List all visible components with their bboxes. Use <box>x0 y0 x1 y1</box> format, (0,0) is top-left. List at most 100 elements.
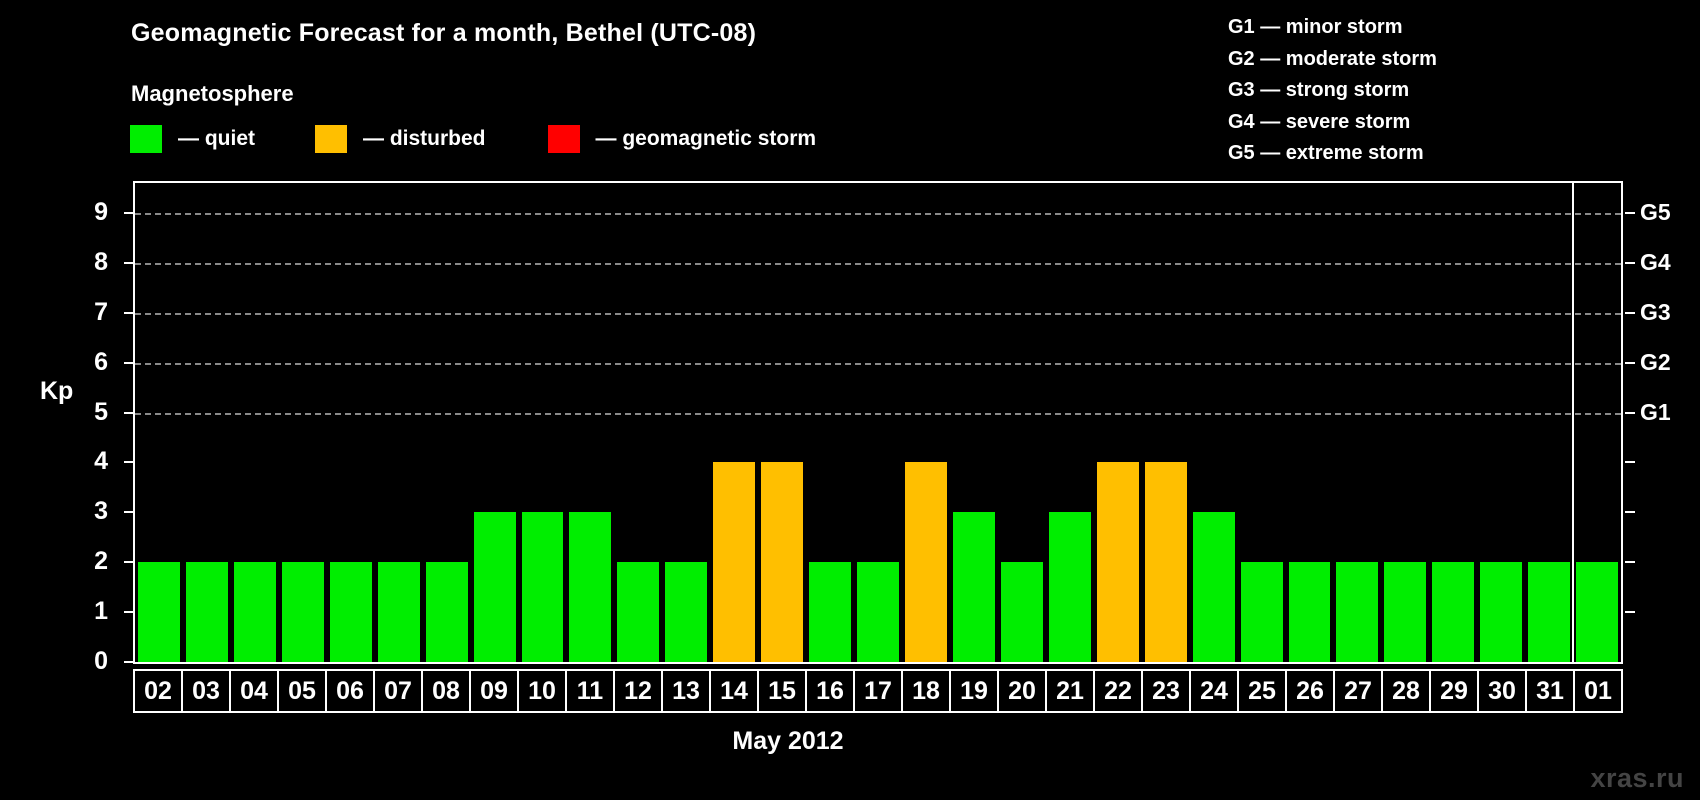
bar-cell <box>1573 183 1621 662</box>
bar-day-23[interactable] <box>1144 462 1187 662</box>
day-label-11[interactable]: 11 <box>565 669 615 713</box>
day-label-15[interactable]: 15 <box>757 669 807 713</box>
day-label-06[interactable]: 06 <box>325 669 375 713</box>
bar-cell <box>854 183 902 662</box>
bar-day-27[interactable] <box>1336 562 1379 662</box>
bar-day-29[interactable] <box>1432 562 1475 662</box>
bar-day-17[interactable] <box>857 562 899 662</box>
day-label-01[interactable]: 01 <box>1573 669 1623 713</box>
bar-day-07[interactable] <box>377 562 420 662</box>
bar-day-28[interactable] <box>1384 562 1427 662</box>
legend: — quiet — disturbed — geomagnetic storm <box>130 124 816 154</box>
bar-cell <box>1190 183 1238 662</box>
plot-panel <box>133 181 1623 664</box>
day-label-12[interactable]: 12 <box>613 669 663 713</box>
bar-cell <box>902 183 950 662</box>
bar-day-02[interactable] <box>138 562 180 662</box>
x-axis-day-labels: 02 03 04 05 06 07 08 09 10 11 12 13 14 15 16 17 18 19 20 21… <box>133 669 1623 713</box>
legend-label-quiet: — quiet <box>178 127 255 150</box>
bar-day-16[interactable] <box>809 562 852 662</box>
month-boundary-line <box>1572 183 1575 662</box>
day-label-04[interactable]: 04 <box>229 669 279 713</box>
bar-cell <box>327 183 375 662</box>
day-label-21[interactable]: 21 <box>1045 669 1095 713</box>
g-tick-mark <box>1625 361 1635 364</box>
bar-day-24[interactable] <box>1192 512 1235 662</box>
day-label-27[interactable]: 27 <box>1333 669 1383 713</box>
x-axis-title-text: May 2012 <box>732 727 844 755</box>
day-label-31[interactable]: 31 <box>1525 669 1575 713</box>
day-label-25[interactable]: 25 <box>1237 669 1287 713</box>
storm-scale-legend: G1 — minor storm G2 — moderate storm G3 … <box>1228 12 1437 170</box>
bar-day-08[interactable] <box>425 562 468 662</box>
legend-item-quiet: — quiet <box>130 125 255 153</box>
day-label-29[interactable]: 29 <box>1429 669 1479 713</box>
bar-day-20[interactable] <box>1000 562 1043 662</box>
bar-day-21[interactable] <box>1048 512 1091 662</box>
bar-day-15[interactable] <box>761 462 804 662</box>
day-label-13[interactable]: 13 <box>661 669 711 713</box>
bar-day-05[interactable] <box>281 562 324 662</box>
bar-day-22[interactable] <box>1096 462 1139 662</box>
bar-day-13[interactable] <box>665 562 708 662</box>
day-label-16[interactable]: 16 <box>805 669 855 713</box>
day-label-03[interactable]: 03 <box>181 669 231 713</box>
bar-day-26[interactable] <box>1288 562 1331 662</box>
day-label-24[interactable]: 24 <box>1189 669 1239 713</box>
bar-cell <box>710 183 758 662</box>
bar-cell <box>471 183 519 662</box>
bar-day-03[interactable] <box>185 562 228 662</box>
y-tick-label-0: 0 <box>94 647 108 675</box>
bar-day-01[interactable] <box>1576 562 1619 662</box>
gridline <box>135 412 1621 415</box>
bar-day-18[interactable] <box>905 462 947 662</box>
day-label-08[interactable]: 08 <box>421 669 471 713</box>
day-label-17[interactable]: 17 <box>853 669 903 713</box>
y-tick-label-2: 2 <box>94 547 108 576</box>
bar-day-19[interactable] <box>952 512 995 662</box>
day-label-23[interactable]: 23 <box>1141 669 1191 713</box>
bar-day-14[interactable] <box>713 462 756 662</box>
bar-cell <box>1286 183 1334 662</box>
day-label-19[interactable]: 19 <box>949 669 999 713</box>
bar-day-09[interactable] <box>473 512 516 662</box>
g-axis-minor-tick <box>1625 561 1635 564</box>
bar-cell <box>1333 183 1381 662</box>
day-label-09[interactable]: 09 <box>469 669 519 713</box>
g-tick-mark <box>1625 411 1635 414</box>
day-label-22[interactable]: 22 <box>1093 669 1143 713</box>
storm-scale-g5: G5 — extreme storm <box>1228 142 1424 164</box>
y-tick-label-6: 6 <box>94 347 108 376</box>
day-label-02[interactable]: 02 <box>133 669 183 713</box>
day-label-14[interactable]: 14 <box>709 669 759 713</box>
day-label-28[interactable]: 28 <box>1381 669 1431 713</box>
bar-day-04[interactable] <box>233 562 276 662</box>
gridline <box>135 312 1621 315</box>
y-tick-label-3: 3 <box>94 497 108 526</box>
legend-swatch-quiet <box>130 125 162 153</box>
y-axis-title: Kp <box>40 377 74 405</box>
g-tick-mark <box>1625 261 1635 264</box>
day-label-26[interactable]: 26 <box>1285 669 1335 713</box>
day-label-20[interactable]: 20 <box>997 669 1047 713</box>
bar-day-25[interactable] <box>1240 562 1283 662</box>
g-axis-minor-tick <box>1625 461 1635 464</box>
day-label-05[interactable]: 05 <box>277 669 327 713</box>
g-tick-label-G1: G1 <box>1640 398 1671 425</box>
bar-cell <box>375 183 423 662</box>
bar-day-12[interactable] <box>617 562 660 662</box>
day-label-07[interactable]: 07 <box>373 669 423 713</box>
day-label-10[interactable]: 10 <box>517 669 567 713</box>
y-tick-mark <box>124 611 133 614</box>
gridline <box>135 262 1621 265</box>
y-tick-mark <box>124 361 133 364</box>
day-label-30[interactable]: 30 <box>1477 669 1527 713</box>
bar-day-30[interactable] <box>1480 562 1523 662</box>
day-label-18[interactable]: 18 <box>901 669 951 713</box>
bar-day-31[interactable] <box>1528 562 1571 662</box>
page-title: Geomagnetic Forecast for a month, Bethel… <box>131 19 757 47</box>
bar-day-06[interactable] <box>329 562 372 662</box>
bar-day-10[interactable] <box>521 512 564 662</box>
bar-cell <box>135 183 183 662</box>
bar-day-11[interactable] <box>569 512 612 662</box>
